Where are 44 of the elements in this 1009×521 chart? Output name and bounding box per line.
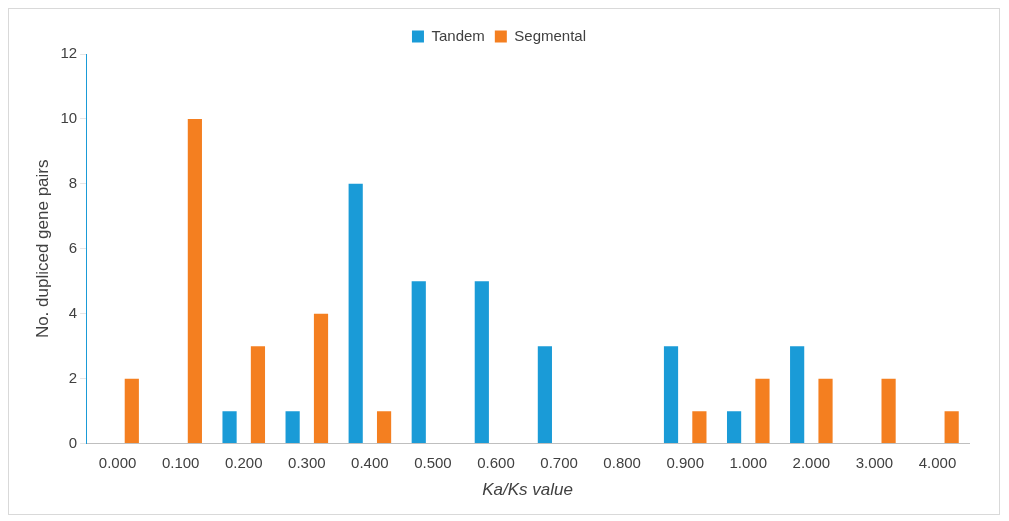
x-tick-label: 0.100 — [161, 453, 200, 471]
x-tick-label: 2.000 — [792, 453, 831, 471]
bar — [124, 378, 139, 444]
bar — [474, 281, 489, 444]
y-tick-label: 4 — [68, 303, 78, 321]
y-tick-label: 0 — [68, 433, 78, 451]
legend-label: Segmental — [514, 26, 587, 44]
bar — [313, 313, 329, 444]
legend-label: Tandem — [431, 26, 485, 44]
x-tick-label: 0.000 — [98, 453, 137, 471]
x-tick-label: 0.400 — [351, 453, 389, 471]
y-axis-title: No. dupliced gene pairs — [32, 159, 52, 339]
y-tick-label: 12 — [60, 44, 78, 62]
bar — [881, 378, 896, 444]
x-tick-label: 0.900 — [666, 453, 704, 471]
x-tick-label: 0.800 — [603, 453, 641, 471]
x-tick-label: 0.700 — [540, 453, 578, 471]
bar — [411, 281, 426, 444]
bar — [537, 346, 552, 444]
x-tick-label: 0.200 — [224, 453, 263, 471]
bar — [790, 346, 805, 444]
bar — [187, 118, 202, 444]
x-tick-label: 3.000 — [855, 453, 894, 471]
bar — [663, 346, 679, 444]
bar — [818, 378, 833, 444]
x-tick-label: 0.600 — [477, 453, 515, 471]
y-tick-label: 2 — [68, 368, 78, 386]
x-tick-label: 0.500 — [414, 453, 452, 471]
bar — [222, 411, 237, 444]
bar — [250, 346, 266, 444]
bar — [285, 411, 300, 444]
bar — [376, 411, 392, 444]
y-tick-label: 8 — [68, 174, 78, 192]
bar — [755, 378, 770, 444]
x-tick-label: 4.000 — [918, 453, 957, 471]
bar — [348, 183, 363, 444]
y-tick-label: 10 — [60, 109, 78, 127]
bar — [726, 411, 742, 444]
y-tick-label: 6 — [68, 238, 78, 256]
bar — [692, 411, 707, 444]
x-axis-title: Ka/Ks value — [482, 479, 573, 499]
x-tick-label: 0.300 — [288, 453, 326, 471]
x-tick-label: 1.000 — [729, 453, 768, 471]
bar — [944, 411, 959, 444]
